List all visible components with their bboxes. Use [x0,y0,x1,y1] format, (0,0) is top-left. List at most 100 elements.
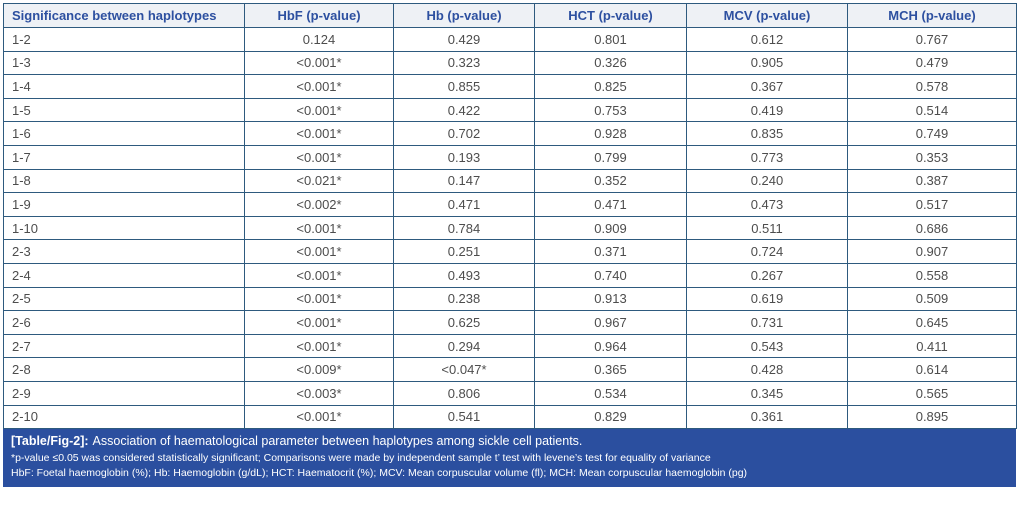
p-value-cell-mcv: 0.835 [686,121,848,146]
p-value-cell-hct: 0.928 [534,121,687,146]
p-value-cell-hbf: <0.001* [244,97,394,123]
table-row: 2-5 <0.001* 0.238 0.913 0.619 0.509 [3,286,1017,312]
haplotype-pair-cell: 1-6 [3,121,245,146]
p-value-cell-hct: 0.799 [534,144,687,170]
p-value-cell-hct: 0.825 [534,74,687,99]
p-value-cell-mcv: 0.543 [686,333,848,359]
table-row: 2-4 <0.001* 0.493 0.740 0.267 0.558 [3,262,1017,288]
p-value-cell-hb: 0.541 [393,404,535,430]
p-value-cell-hb: 0.429 [393,27,535,52]
column-header-mcv: MCV (p-value) [686,3,848,28]
p-value-cell-hbf: <0.021* [244,168,394,194]
p-value-cell-hb: 0.471 [393,192,535,217]
p-value-cell-mcv: 0.240 [686,168,848,194]
p-value-cell-mcv: 0.724 [686,239,848,264]
haplotype-pair-cell: 2-10 [3,404,245,430]
p-value-cell-hbf: <0.001* [244,215,394,241]
p-value-cell-hb: 0.294 [393,333,535,359]
p-value-cell-mch: 0.686 [847,215,1017,241]
p-value-cell-mcv: 0.267 [686,262,848,288]
p-value-cell-hct: 0.471 [534,192,687,217]
haplotype-pair-cell: 1-7 [3,144,245,170]
p-value-cell-mcv: 0.731 [686,310,848,335]
haplotype-pair-cell: 2-3 [3,239,245,264]
haplotype-pair-cell: 2-4 [3,262,245,288]
p-value-cell-mcv: 0.473 [686,192,848,217]
p-value-cell-mch: 0.353 [847,144,1017,170]
haplotype-significance-table: Significance between haplotypes HbF (p-va… [3,3,1017,430]
haplotype-pair-cell: 1-3 [3,50,245,76]
p-value-cell-hbf: <0.002* [244,192,394,217]
column-header-hbf: HbF (p-value) [244,3,394,28]
column-header-hct: HCT (p-value) [534,3,687,28]
significance-note: *p-value ≤0.05 was considered statistica… [11,452,711,465]
p-value-cell-mcv: 0.773 [686,144,848,170]
p-value-cell-hct: 0.740 [534,262,687,288]
p-value-cell-hbf: <0.001* [244,121,394,146]
table-row: 2-10 <0.001* 0.541 0.829 0.361 0.895 [3,404,1017,430]
p-value-cell-hbf: <0.003* [244,380,394,406]
p-value-cell-hct: 0.534 [534,380,687,406]
p-value-cell-hb: 0.422 [393,97,535,123]
p-value-cell-mcv: 0.619 [686,286,848,312]
p-value-cell-hct: 0.829 [534,404,687,430]
p-value-cell-hbf: <0.001* [244,50,394,76]
column-header-hb: Hb (p-value) [393,3,535,28]
p-value-cell-mcv: 0.428 [686,357,848,382]
p-value-cell-mch: 0.895 [847,404,1017,430]
haplotype-pair-cell: 2-8 [3,357,245,382]
p-value-cell-mch: 0.767 [847,27,1017,52]
table-row: 2-6 <0.001* 0.625 0.967 0.731 0.645 [3,310,1017,335]
p-value-cell-hb: 0.784 [393,215,535,241]
haplotype-pair-cell: 1-2 [3,27,245,52]
p-value-cell-hbf: <0.001* [244,239,394,264]
table-row: 2-8 <0.009* <0.047* 0.365 0.428 0.614 [3,357,1017,382]
haplotype-pair-cell: 2-6 [3,310,245,335]
p-value-cell-hbf: <0.001* [244,333,394,359]
table-row: 1-8 <0.021* 0.147 0.352 0.240 0.387 [3,168,1017,194]
caption-text: Association of haematological parameter … [92,434,583,449]
column-header-significance: Significance between haplotypes [3,3,245,28]
p-value-cell-hct: 0.326 [534,50,687,76]
p-value-cell-hb: 0.147 [393,168,535,194]
haplotype-pair-cell: 1-8 [3,168,245,194]
p-value-cell-hb: 0.806 [393,380,535,406]
table-row: 1-10 <0.001* 0.784 0.909 0.511 0.686 [3,215,1017,241]
p-value-cell-hct: 0.352 [534,168,687,194]
table-header-row: Significance between haplotypes HbF (p-va… [3,3,1017,28]
p-value-cell-hb: 0.855 [393,74,535,99]
table-row: 1-6 <0.001* 0.702 0.928 0.835 0.749 [3,121,1017,146]
p-value-cell-mcv: 0.361 [686,404,848,430]
haplotype-pair-cell: 1-10 [3,215,245,241]
p-value-cell-mch: 0.517 [847,192,1017,217]
p-value-cell-hb: 0.625 [393,310,535,335]
p-value-cell-hbf: 0.124 [244,27,394,52]
table-row: 2-9 <0.003* 0.806 0.534 0.345 0.565 [3,380,1017,406]
p-value-cell-mch: 0.509 [847,286,1017,312]
p-value-cell-mch: 0.749 [847,121,1017,146]
p-value-cell-hbf: <0.001* [244,286,394,312]
p-value-cell-hct: 0.913 [534,286,687,312]
haplotype-pair-cell: 2-5 [3,286,245,312]
p-value-cell-mcv: 0.612 [686,27,848,52]
p-value-cell-mch: 0.565 [847,380,1017,406]
table-row: 1-3 <0.001* 0.323 0.326 0.905 0.479 [3,50,1017,76]
p-value-cell-hct: 0.967 [534,310,687,335]
haplotype-pair-cell: 2-9 [3,380,245,406]
p-value-cell-mch: 0.558 [847,262,1017,288]
p-value-cell-hb: 0.323 [393,50,535,76]
table-row: 2-3 <0.001* 0.251 0.371 0.724 0.907 [3,239,1017,264]
p-value-cell-mcv: 0.419 [686,97,848,123]
p-value-cell-mch: 0.907 [847,239,1017,264]
p-value-cell-mcv: 0.367 [686,74,848,99]
p-value-cell-hb: 0.493 [393,262,535,288]
p-value-cell-mch: 0.479 [847,50,1017,76]
p-value-cell-hbf: <0.001* [244,74,394,99]
p-value-cell-hct: 0.909 [534,215,687,241]
p-value-cell-hct: 0.365 [534,357,687,382]
abbreviations-note: HbF: Foetal haemoglobin (%); Hb: Haemogl… [11,466,748,479]
caption-label: [Table/Fig-2]: [11,434,89,449]
p-value-cell-hbf: <0.001* [244,262,394,288]
p-value-cell-hb: 0.251 [393,239,535,264]
